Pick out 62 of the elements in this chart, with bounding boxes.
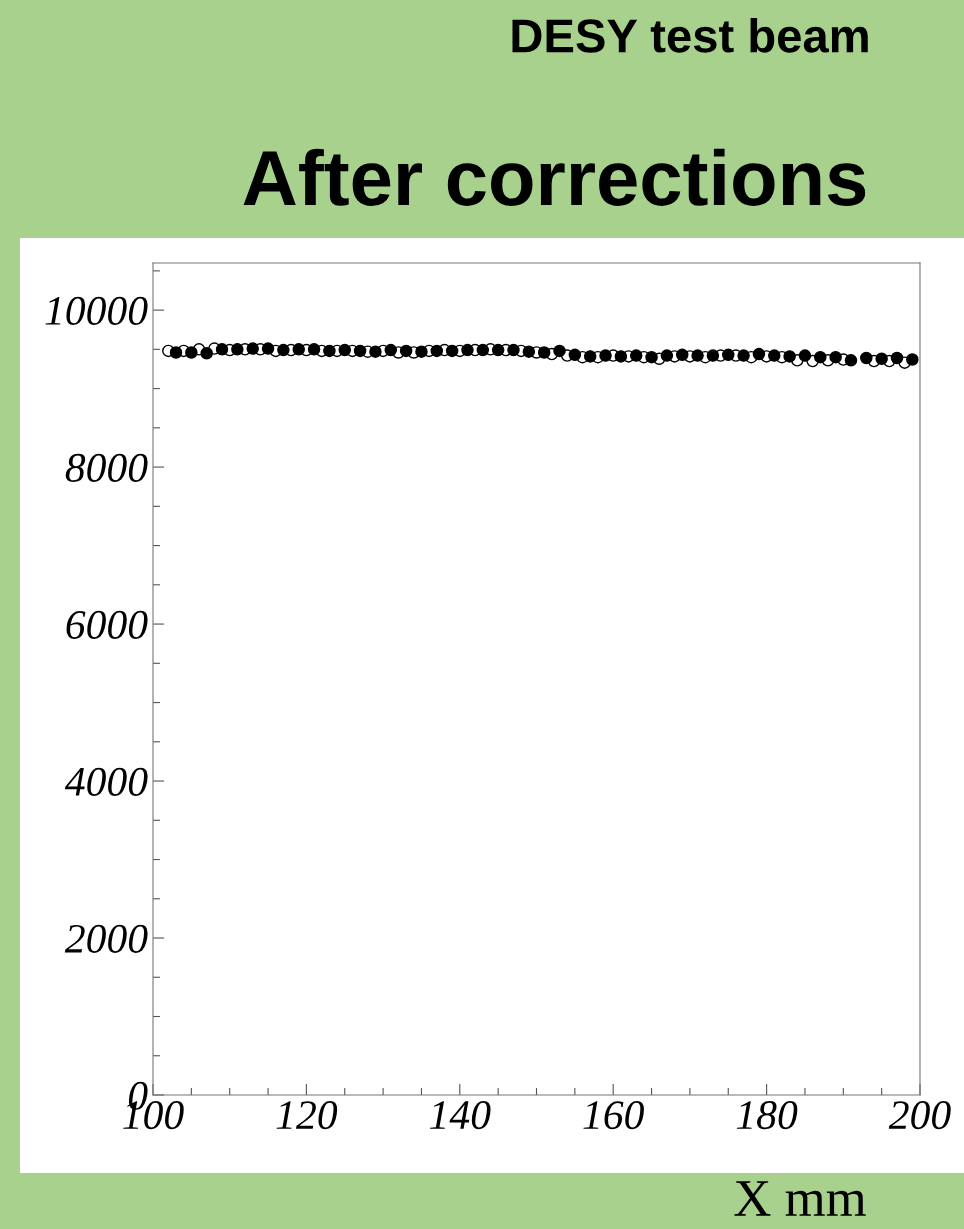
point: [200, 347, 213, 360]
point: [906, 353, 919, 366]
point: [399, 344, 413, 358]
x-tick-label: 180: [736, 1101, 798, 1130]
point: [415, 345, 428, 358]
x-axis-title: X mm: [734, 1181, 866, 1216]
point: [614, 350, 628, 363]
point: [323, 344, 336, 358]
point: [537, 346, 551, 359]
point: [292, 343, 305, 356]
y-tick-label: 4000: [64, 767, 148, 796]
point: [844, 354, 858, 367]
point: [599, 349, 612, 362]
point: [476, 343, 490, 357]
point: [583, 350, 597, 363]
point: [461, 343, 474, 357]
y-tick-label: 6000: [66, 610, 148, 639]
point: [768, 349, 781, 362]
point: [706, 349, 720, 362]
point: [338, 343, 352, 357]
point: [215, 343, 229, 356]
point: [246, 342, 259, 355]
point: [553, 344, 566, 358]
point: [783, 350, 796, 363]
point: [384, 343, 398, 357]
point: [568, 348, 582, 362]
x-tick-label: 200: [888, 1101, 951, 1130]
point: [522, 345, 536, 358]
y-tick-label: 10000: [45, 296, 148, 325]
y-tick-label: 8000: [65, 453, 148, 482]
point: [169, 346, 183, 359]
point: [231, 343, 244, 356]
point: [645, 350, 658, 364]
point: [829, 350, 842, 364]
point: [353, 344, 367, 358]
point: [860, 351, 873, 365]
point: [814, 350, 827, 364]
point: [691, 349, 704, 362]
point: [261, 342, 275, 355]
point: [445, 344, 459, 358]
x-tick-label: 160: [583, 1101, 644, 1130]
x-tick-label: 120: [276, 1101, 338, 1130]
point: [491, 343, 505, 357]
point: [307, 343, 321, 356]
point: [277, 343, 290, 357]
point: [737, 349, 750, 362]
point: [660, 349, 674, 362]
point: [430, 344, 444, 358]
chart-subtitle: DESY test beam: [512, 17, 868, 53]
point: [507, 343, 520, 357]
point: [890, 351, 904, 365]
point: [675, 348, 689, 362]
point: [369, 345, 382, 358]
y-tick-label: 2000: [64, 924, 148, 953]
point: [752, 347, 766, 361]
point: [798, 349, 812, 362]
point: [721, 348, 735, 362]
point: [629, 349, 643, 362]
chart-title: After corrections: [243, 148, 866, 206]
point: [875, 352, 888, 366]
point: [185, 346, 198, 359]
x-tick-label: 140: [430, 1101, 491, 1130]
